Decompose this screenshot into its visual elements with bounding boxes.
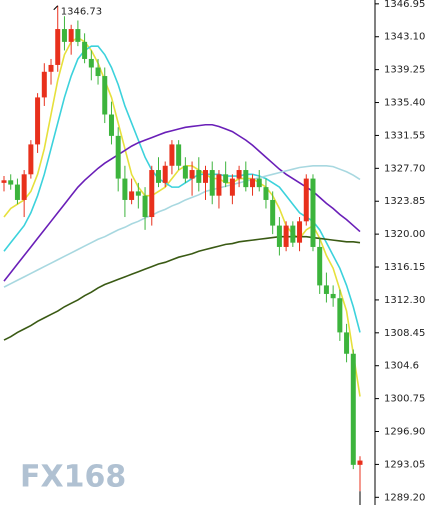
y-tick-label: 1296.90 xyxy=(384,427,425,438)
candle-body xyxy=(108,114,114,136)
candle-body xyxy=(35,97,41,145)
candle-body xyxy=(155,170,161,183)
candle-body xyxy=(48,64,54,72)
candle-body xyxy=(189,170,195,179)
candle-body xyxy=(115,135,121,179)
candle-body xyxy=(176,144,182,166)
candle-body xyxy=(135,191,141,196)
y-tick-label: 1308.45 xyxy=(384,328,425,339)
candle-body xyxy=(330,293,336,299)
candle-body xyxy=(68,29,74,42)
y-tick-label: 1323.85 xyxy=(384,196,425,207)
candle-body xyxy=(169,144,175,166)
moving-average xyxy=(3,45,361,333)
y-tick-label: 1316.15 xyxy=(384,262,425,273)
candle-body xyxy=(82,41,88,59)
candle-body xyxy=(129,191,135,200)
candle-body xyxy=(310,178,316,247)
candle-body xyxy=(8,180,14,185)
candle-body xyxy=(243,170,249,188)
y-tick-label: 1289.20 xyxy=(384,492,425,503)
candle-body xyxy=(102,76,108,115)
low-leader xyxy=(359,491,361,505)
candle-body xyxy=(61,29,67,42)
candle-body xyxy=(350,353,356,465)
moving-average xyxy=(3,123,361,282)
y-tick-label: 1335.40 xyxy=(384,98,425,109)
candle-body xyxy=(41,71,47,98)
candle-body xyxy=(290,225,296,243)
candle-body xyxy=(196,170,202,183)
candle-body xyxy=(149,170,155,218)
y-tick-label: 1320.00 xyxy=(384,229,425,240)
candle-body xyxy=(263,187,269,200)
y-tick-label: 1327.70 xyxy=(384,163,425,174)
candle-body xyxy=(55,29,61,65)
candle-body xyxy=(28,144,34,175)
candle-body xyxy=(344,332,350,354)
y-tick-label: 1331.55 xyxy=(384,130,425,141)
candle-body xyxy=(303,178,309,222)
candle-body xyxy=(223,174,229,183)
candle-body xyxy=(323,285,329,294)
candle-body xyxy=(162,165,168,183)
candle-body xyxy=(216,174,222,196)
candle-body xyxy=(236,170,242,179)
y-tick-label: 1304.6 xyxy=(384,361,419,372)
candle-body xyxy=(250,178,256,188)
candle-body xyxy=(256,178,262,188)
candle-body xyxy=(182,165,188,179)
y-tick-label: 1343.10 xyxy=(384,32,425,43)
candle-body xyxy=(209,170,215,196)
candle-body xyxy=(142,195,148,218)
watermark: FX168 xyxy=(20,460,126,495)
y-tick-label: 1339.25 xyxy=(384,65,425,76)
candle-body xyxy=(337,298,343,333)
candle-body xyxy=(88,58,94,68)
candle-body xyxy=(317,246,323,286)
candle-body xyxy=(203,170,209,183)
y-tick-label: 1312.30 xyxy=(384,295,425,306)
high-label: 1346.73 xyxy=(61,7,102,18)
y-tick-label: 1346.95 xyxy=(384,0,425,10)
high-leader xyxy=(53,5,59,11)
candle-body xyxy=(14,184,20,200)
candle-body xyxy=(283,225,289,247)
y-tick-label: 1300.75 xyxy=(384,394,425,405)
candle-body xyxy=(297,221,303,243)
candle-body xyxy=(95,67,101,77)
candle-body xyxy=(276,225,282,247)
candle-body xyxy=(122,178,128,200)
candle-body xyxy=(21,174,27,200)
candle-body xyxy=(1,180,7,183)
candle-body xyxy=(270,199,276,226)
candle-body xyxy=(229,178,235,196)
candle-body xyxy=(357,460,363,465)
moving-average xyxy=(3,164,361,288)
candle-body xyxy=(75,29,81,42)
y-tick-label: 1293.05 xyxy=(384,459,425,470)
